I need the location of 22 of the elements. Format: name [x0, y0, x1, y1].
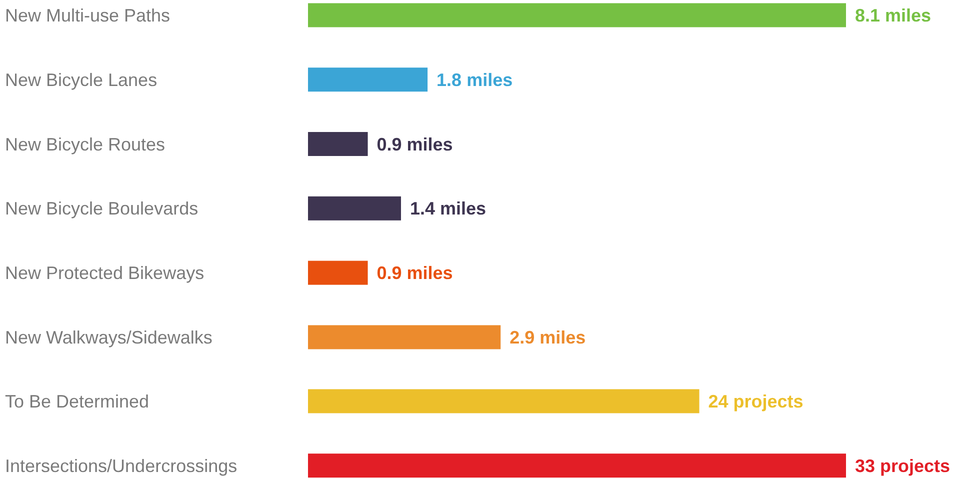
y-tick-label: Intersections/Undercrossings: [5, 456, 238, 476]
data-label: 2.9 miles: [510, 327, 586, 348]
bar: [308, 67, 428, 92]
y-tick-label: New Walkways/Sidewalks: [5, 327, 212, 348]
y-tick-label: New Bicycle Lanes: [5, 70, 158, 90]
y-tick-label: To Be Determined: [5, 392, 150, 412]
y-tick-label: New Multi-use Paths: [5, 5, 170, 26]
y-tick-label: New Bicycle Boulevards: [5, 198, 198, 219]
bar: [308, 3, 846, 28]
data-label: 33 projects: [855, 456, 950, 476]
bar: [308, 325, 501, 350]
bar: [308, 196, 401, 220]
data-label: 1.8 miles: [436, 70, 513, 90]
data-label: 24 projects: [708, 392, 804, 412]
y-tick-label: New Protected Bikeways: [5, 262, 204, 283]
data-label: 1.4 miles: [410, 198, 486, 219]
data-label: 0.9 miles: [376, 262, 453, 283]
y-tick-label: New Bicycle Routes: [5, 134, 166, 154]
bar: [308, 132, 368, 156]
bar: [308, 260, 368, 285]
data-label: 0.9 miles: [376, 134, 453, 154]
data-label: 8.1 miles: [855, 5, 932, 26]
